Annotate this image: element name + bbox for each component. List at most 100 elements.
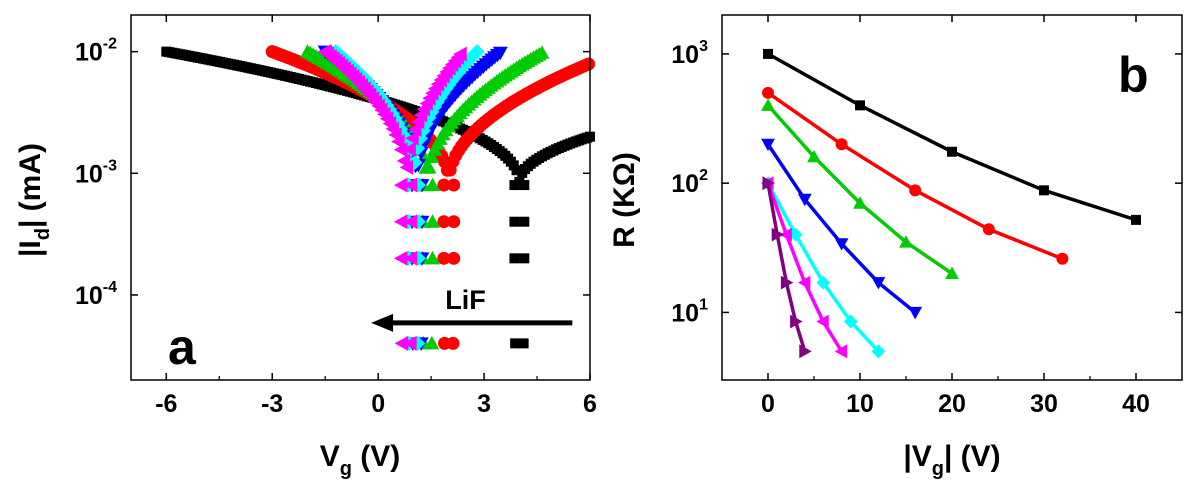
data-point bbox=[843, 314, 858, 329]
data-point bbox=[492, 46, 508, 61]
data-point bbox=[453, 46, 467, 62]
data-point bbox=[509, 216, 520, 227]
data-point bbox=[519, 216, 530, 227]
lif-arrow-head bbox=[371, 313, 394, 332]
data-point bbox=[771, 227, 785, 242]
data-point bbox=[790, 314, 803, 329]
panel-a-plot-frame bbox=[130, 14, 591, 381]
panel-b-ytick-label: 103 bbox=[671, 38, 708, 69]
data-point bbox=[437, 178, 451, 192]
data-point bbox=[761, 98, 775, 111]
data-point bbox=[511, 165, 522, 176]
data-point bbox=[1039, 185, 1049, 196]
data-point bbox=[582, 57, 596, 71]
panel-a-ytick-label: 10-3 bbox=[75, 157, 117, 188]
panel-b-xtick-label: 0 bbox=[761, 390, 775, 418]
data-point bbox=[945, 266, 959, 280]
panel-b-labels: b |Vg| (V) R (KΩ) bbox=[608, 47, 1149, 480]
data-point bbox=[410, 140, 426, 156]
data-point bbox=[519, 253, 530, 264]
series-black bbox=[763, 48, 1141, 225]
data-point bbox=[437, 215, 451, 229]
panel-a-label: a bbox=[168, 319, 197, 375]
panel-b-axes: 0 10 20 30 40 101 102 103 bbox=[671, 14, 1183, 418]
panel-a-series-group bbox=[161, 44, 596, 351]
data-point bbox=[415, 123, 431, 138]
data-point bbox=[871, 344, 886, 359]
data-point bbox=[510, 338, 521, 349]
data-point bbox=[391, 134, 405, 150]
data-point bbox=[834, 238, 849, 251]
series-red bbox=[762, 86, 1069, 265]
data-point bbox=[780, 275, 794, 290]
series-green bbox=[761, 98, 959, 280]
panel-b-xtick-label: 10 bbox=[846, 390, 874, 418]
panel-a-y-axis-title: |Id| (mA) bbox=[14, 143, 54, 257]
data-point bbox=[447, 215, 461, 229]
panel-a-xtick-label: -6 bbox=[155, 390, 177, 418]
data-point bbox=[393, 142, 408, 158]
data-point bbox=[534, 45, 550, 59]
data-point bbox=[1056, 252, 1069, 265]
data-point bbox=[405, 130, 419, 146]
panel-a-xtick-label: 0 bbox=[371, 390, 385, 418]
data-point bbox=[855, 100, 865, 111]
data-point bbox=[908, 306, 923, 320]
data-point bbox=[762, 86, 774, 99]
panel-b-xtick-label: 20 bbox=[938, 390, 966, 418]
data-point bbox=[763, 48, 773, 59]
series-magenta bbox=[317, 44, 467, 351]
panel-b: 0 10 20 30 40 101 102 103 b |Vg| (V) R (KΩ) bbox=[608, 14, 1183, 480]
panel-a-xtick-label: 6 bbox=[583, 390, 597, 418]
lif-annotation: LiF bbox=[445, 285, 486, 315]
series-line bbox=[767, 52, 1137, 222]
data-point bbox=[403, 250, 418, 266]
data-point bbox=[424, 335, 440, 350]
data-point bbox=[761, 138, 775, 152]
panel-a-ytick-label: 10-4 bbox=[75, 279, 117, 310]
data-point bbox=[425, 214, 441, 228]
panel-a-ytick-label: 10-2 bbox=[75, 36, 117, 67]
panel-a-xtick-label: -3 bbox=[261, 390, 283, 418]
series-purple bbox=[762, 176, 812, 359]
data-point bbox=[788, 227, 803, 242]
panel-b-xtick-label: 30 bbox=[1030, 390, 1058, 418]
data-point bbox=[871, 277, 886, 290]
data-point bbox=[899, 235, 913, 248]
data-point bbox=[518, 338, 529, 349]
data-point bbox=[469, 44, 485, 60]
data-point bbox=[799, 344, 812, 359]
data-point bbox=[447, 178, 461, 192]
data-point bbox=[402, 141, 416, 157]
data-point bbox=[437, 251, 451, 265]
series-magenta bbox=[761, 176, 848, 359]
data-point bbox=[807, 149, 821, 163]
data-point bbox=[816, 314, 829, 329]
data-point bbox=[509, 253, 520, 264]
data-point bbox=[393, 177, 408, 193]
panel-b-label: b bbox=[1118, 47, 1149, 103]
panel-a-x-axis-title: Vg (V) bbox=[320, 440, 401, 480]
data-point bbox=[1131, 214, 1141, 225]
data-point bbox=[425, 177, 441, 192]
data-point bbox=[425, 250, 441, 265]
panel-b-ytick-label: 102 bbox=[671, 167, 708, 198]
panel-b-xtick-label: 40 bbox=[1122, 390, 1150, 418]
series-line bbox=[766, 182, 844, 353]
panel-a: LiF -6 -3 0 3 6 10-4 10-3 10-2 a Vg (V) |Id| (mA) bbox=[14, 14, 597, 480]
data-point bbox=[399, 159, 414, 175]
data-point bbox=[403, 335, 417, 351]
data-point bbox=[410, 335, 426, 351]
panel-b-x-axis-title: |Vg| (V) bbox=[903, 440, 1000, 480]
series-blue bbox=[761, 138, 923, 320]
data-point bbox=[797, 275, 811, 290]
data-point bbox=[947, 146, 957, 157]
data-point bbox=[779, 227, 792, 242]
panel-a-labels: a Vg (V) |Id| (mA) bbox=[14, 143, 400, 480]
data-point bbox=[835, 138, 848, 151]
panel-a-axes: -6 -3 0 3 6 10-4 10-3 10-2 bbox=[75, 14, 597, 418]
data-point bbox=[403, 177, 418, 193]
panel-b-y-axis-title: R (KΩ) bbox=[608, 152, 641, 248]
data-point bbox=[982, 223, 995, 236]
data-point bbox=[816, 275, 831, 290]
